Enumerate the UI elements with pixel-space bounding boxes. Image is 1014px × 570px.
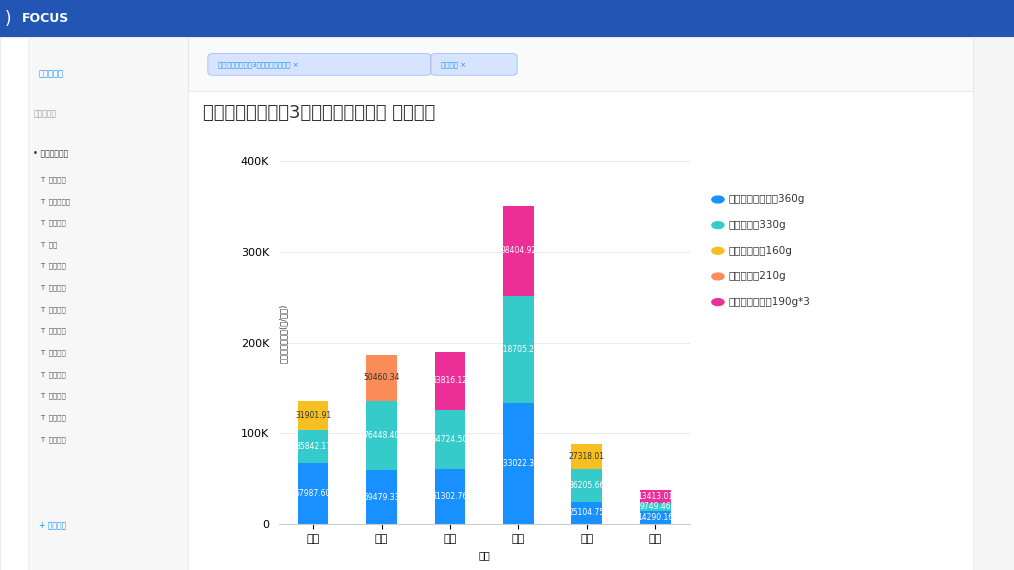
Text: 31901.91: 31901.91 <box>295 411 332 420</box>
Text: 13413.01: 13413.01 <box>637 492 673 501</box>
Text: 133022.32: 133022.32 <box>498 459 538 469</box>
Text: 59479.33: 59479.33 <box>363 493 400 502</box>
Text: • 电商销售数据: • 电商销售数据 <box>33 149 69 158</box>
Bar <box>640 490 670 503</box>
Bar <box>503 206 533 295</box>
Bar <box>435 410 465 469</box>
Text: 枸杞原浆沙棘枸杞360g: 枸杞原浆沙棘枸杞360g <box>728 194 804 205</box>
Bar <box>572 502 602 524</box>
Text: T  产品名称: T 产品名称 <box>41 176 66 183</box>
Bar <box>572 469 602 502</box>
Text: 67987.60: 67987.60 <box>295 489 332 498</box>
Text: 按区域统计排名前3的销售金额的总和 ×: 按区域统计排名前3的销售金额的总和 × <box>218 61 299 68</box>
Text: 64724.50: 64724.50 <box>432 435 468 443</box>
Text: 61302.76: 61302.76 <box>432 492 468 501</box>
Bar <box>366 355 396 401</box>
Text: 35842.17: 35842.17 <box>295 442 332 451</box>
Text: T  顾客姓名: T 顾客姓名 <box>41 436 66 443</box>
Bar <box>298 401 329 430</box>
Bar <box>298 430 329 463</box>
Text: T  使用数量: T 使用数量 <box>41 393 66 400</box>
Text: 25104.75: 25104.75 <box>569 508 605 518</box>
Text: 按区域统计排名前3的销售金额的总和 产品名称: 按区域统计排名前3的销售金额的总和 产品名称 <box>203 104 435 122</box>
Text: + 增加公式: + 增加公式 <box>39 520 66 529</box>
Text: FOCUS: FOCUS <box>22 12 70 25</box>
Bar <box>366 470 396 524</box>
Text: 14290.16: 14290.16 <box>637 514 673 522</box>
Bar <box>640 511 670 524</box>
Text: 118705.29: 118705.29 <box>498 345 538 354</box>
Text: 产品名称 ×: 产品名称 × <box>441 61 466 68</box>
Text: T  供应公司: T 供应公司 <box>41 263 66 270</box>
Text: T  收款方式: T 收款方式 <box>41 284 66 291</box>
Bar <box>503 295 533 404</box>
Text: 世佰英散装坚果190g*3: 世佰英散装坚果190g*3 <box>728 297 810 307</box>
Text: T  订单日期: T 订单日期 <box>41 371 66 378</box>
Text: T  目的省份: T 目的省份 <box>41 328 66 335</box>
Text: T  目的城市: T 目的城市 <box>41 306 66 313</box>
Text: 销售金额的总和(元/千克): 销售金额的总和(元/千克) <box>280 304 288 363</box>
Text: 选择数据表: 选择数据表 <box>39 70 64 79</box>
Text: 东方红红松330g: 东方红红松330g <box>728 220 786 230</box>
Bar <box>572 444 602 469</box>
Bar <box>298 463 329 524</box>
Text: 50460.34: 50460.34 <box>363 373 400 382</box>
Text: T  产品类别: T 产品类别 <box>41 219 66 226</box>
Text: 98404.92: 98404.92 <box>500 246 536 255</box>
Text: 野山小核桃仁160g: 野山小核桃仁160g <box>728 246 792 256</box>
Text: T  产品子类别: T 产品子类别 <box>41 198 71 205</box>
Bar <box>366 401 396 470</box>
Bar <box>640 503 670 511</box>
Text: 9749.46: 9749.46 <box>640 503 671 511</box>
Text: 自然开心果210g: 自然开心果210g <box>728 271 786 282</box>
Text: 63816.12: 63816.12 <box>432 376 468 385</box>
Text: 36205.66: 36205.66 <box>569 481 605 490</box>
Text: 76448.40: 76448.40 <box>363 431 400 440</box>
Bar <box>503 404 533 524</box>
X-axis label: 区域: 区域 <box>479 549 490 560</box>
Text: ): ) <box>5 10 11 27</box>
Bar <box>435 469 465 524</box>
Bar <box>435 352 465 410</box>
Text: 搜索关键词: 搜索关键词 <box>33 109 57 119</box>
Text: 27318.01: 27318.01 <box>569 452 605 461</box>
Text: T  订单单号: T 订单单号 <box>41 349 66 356</box>
Text: T  销售金额: T 销售金额 <box>41 414 66 421</box>
Text: T  区域: T 区域 <box>41 241 58 248</box>
